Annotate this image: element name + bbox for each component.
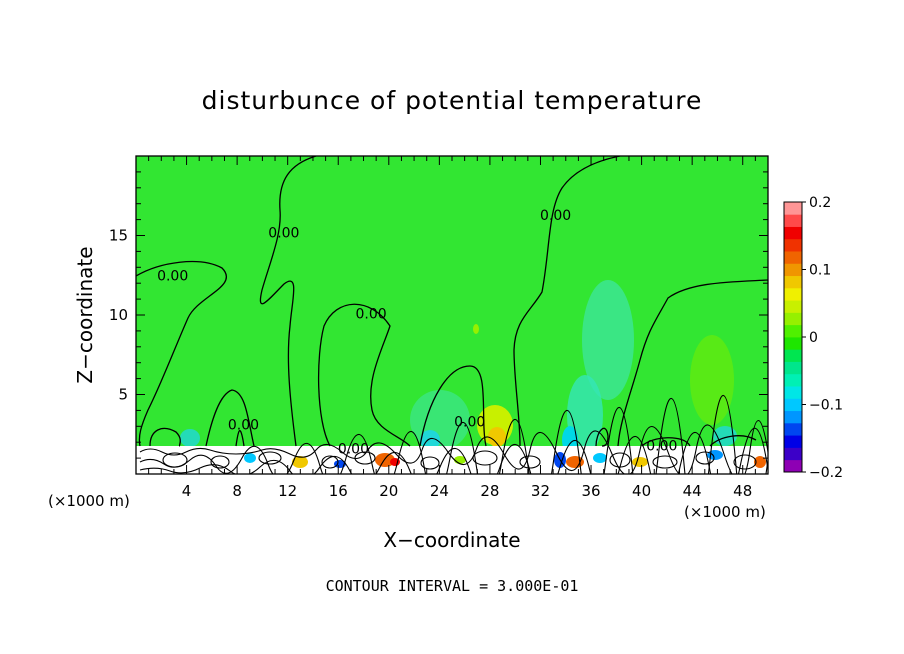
cool-patch (420, 430, 440, 450)
colorbar-swatch (784, 422, 802, 436)
colorbar-swatch (784, 361, 802, 375)
colorbar-tick-label: −0.1 (809, 398, 843, 414)
zero-contour-line (136, 260, 227, 447)
colorbar-swatch (784, 214, 802, 227)
colorbar-tick-label: 0.1 (809, 263, 831, 279)
colorbar-tick-label: 0 (809, 330, 818, 346)
x-tick-label: 16 (329, 482, 348, 500)
cool-patch (180, 429, 200, 447)
contour-label: 0.00 (157, 268, 188, 284)
colorbar-swatch (784, 312, 802, 326)
colorbar-swatch (784, 324, 802, 338)
colorbar-swatch (784, 202, 802, 215)
colorbar-swatch (784, 251, 802, 264)
zero-contour-line (259, 156, 317, 447)
colorbar-swatch (784, 287, 802, 301)
x-tick-label: 28 (480, 482, 499, 500)
zero-contour-line (205, 389, 255, 447)
contour-label: 0.00 (338, 442, 369, 458)
chart-title: disturbunce of potential temperature (201, 86, 703, 115)
x-axis: 4 8 12 16 20 24 28 32 36 40 44 48 (148, 156, 756, 500)
y-tick-label: 5 (118, 386, 128, 404)
x-tick-label: 40 (632, 482, 651, 500)
colorbar-swatch (784, 459, 802, 473)
x-tick-label: 8 (232, 482, 242, 500)
zero-contour-line (419, 365, 487, 447)
colorbar: 0.2 0.1 0 −0.1 −0.2 (783, 195, 843, 481)
contour-label: 0.00 (228, 418, 259, 434)
colorbar-swatch (784, 386, 802, 399)
colorbar-tick-label: −0.2 (809, 465, 843, 481)
colorbar-tick-label: 0.2 (809, 195, 831, 211)
contour-label: 0.00 (646, 438, 677, 454)
zero-contour-line (617, 279, 768, 447)
contour-label: 0.00 (540, 208, 571, 224)
zero-contour-line (595, 427, 609, 447)
contour-interval-note: CONTOUR INTERVAL = 3.000E-01 (325, 577, 579, 595)
colorbar-swatch (784, 349, 802, 362)
y-axis: 5 10 15 (109, 171, 768, 459)
colorbar-swatch (784, 300, 802, 313)
plot-area (136, 156, 768, 474)
colorbar-swatch (784, 447, 802, 461)
x-axis-unit-left: (×1000 m) (48, 492, 130, 510)
x-tick-label: 48 (733, 482, 752, 500)
zero-contour-line (641, 437, 691, 447)
x-axis-unit-right: (×1000 m) (684, 503, 766, 521)
colorbar-swatch (784, 263, 802, 277)
colorbar-swatch (784, 410, 802, 424)
colorbar-swatch (784, 435, 802, 448)
zero-contour-line (709, 435, 757, 447)
zero-contour-line (317, 303, 411, 447)
x-tick-label: 36 (581, 482, 600, 500)
warm-patch (690, 335, 734, 425)
contour-labels: 0.00 0.00 0.00 0.00 0.00 0.00 0.00 0.00 (157, 208, 677, 458)
y-tick-label: 15 (109, 227, 128, 245)
colorbar-swatch (784, 238, 802, 252)
colorbar-swatch (784, 337, 802, 350)
zero-contours (136, 156, 768, 447)
colorbar-swatch (784, 275, 802, 289)
zero-contour-line (513, 156, 621, 447)
y-tick-label: 10 (109, 306, 128, 324)
colorbar-swatch (784, 398, 802, 412)
colorbar-swatch (784, 373, 802, 387)
colorbar-swatch (784, 226, 802, 240)
x-tick-label: 12 (278, 482, 297, 500)
y-axis-label: Z−coordinate (73, 246, 97, 383)
x-tick-label: 44 (683, 482, 702, 500)
x-tick-label: 4 (182, 482, 192, 500)
cool-patch (582, 280, 634, 400)
x-tick-label: 32 (531, 482, 550, 500)
warm-patch (473, 324, 479, 334)
contour-label: 0.00 (268, 225, 299, 241)
zero-contour-line (235, 430, 245, 447)
contour-label: 0.00 (356, 306, 387, 322)
x-tick-label: 20 (379, 482, 398, 500)
zero-contour-line (149, 427, 181, 447)
x-tick-label: 24 (430, 482, 449, 500)
x-axis-label: X−coordinate (383, 528, 520, 552)
warm-patch (488, 427, 506, 447)
contour-label: 0.00 (454, 415, 485, 431)
